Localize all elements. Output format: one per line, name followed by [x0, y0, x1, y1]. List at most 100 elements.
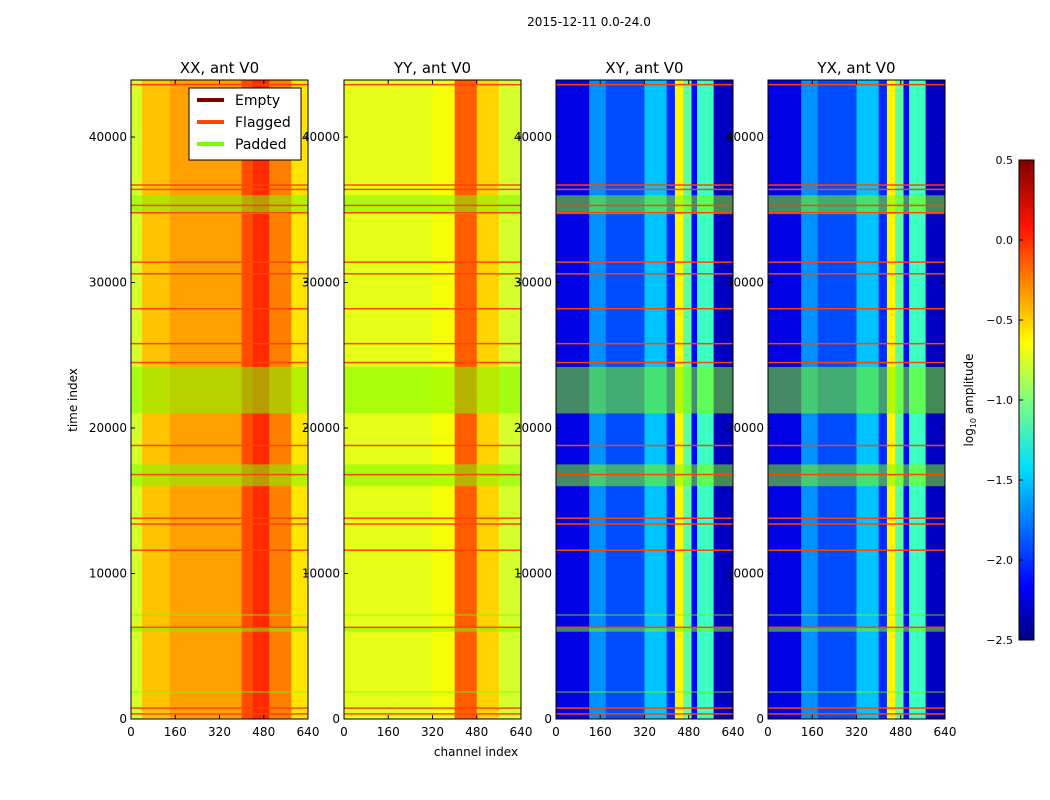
x-tick-label: 480 — [465, 725, 488, 739]
padded-band — [556, 614, 733, 616]
panel-0: XX, ant V0 0 160 320 480 640 0 10000 20000 30000 4… — [89, 59, 320, 739]
flagged-line — [768, 549, 945, 551]
flagged-line — [131, 211, 308, 214]
flagged-line — [344, 444, 521, 447]
flagged-line — [131, 626, 308, 629]
y-tick-label: 0 — [119, 712, 127, 726]
flagged-line — [556, 83, 733, 86]
y-tick-label: 30000 — [302, 276, 340, 290]
flagged-line — [556, 342, 733, 345]
colorbar-tick-label: −0.5 — [986, 314, 1013, 327]
y-tick-label: 20000 — [514, 421, 552, 435]
flagged-line — [131, 188, 308, 191]
legend-label: Padded — [235, 137, 287, 153]
x-tick-label: 640 — [510, 725, 533, 739]
flagged-line — [344, 83, 521, 86]
x-tick-label: 640 — [934, 725, 957, 739]
x-tick-label: 480 — [677, 725, 700, 739]
y-tick-label: 30000 — [726, 276, 764, 290]
y-tick-label: 40000 — [302, 130, 340, 144]
flagged-line — [768, 83, 945, 86]
flagged-line — [131, 204, 308, 207]
flagged-line — [131, 307, 308, 310]
flagged-line — [344, 361, 521, 364]
y-tick-label: 20000 — [89, 421, 127, 435]
flagged-line — [768, 626, 945, 629]
flagged-line — [556, 273, 733, 275]
x-tick-label: 160 — [377, 725, 400, 739]
padded-band — [131, 691, 308, 693]
flagged-line — [556, 204, 733, 207]
flagged-line — [131, 517, 308, 519]
flagged-line — [556, 523, 733, 525]
panel-1: YY, ant V0 0 160 320 480 640 0 10000 20000 30000 4… — [302, 59, 533, 739]
x-tick-label: 160 — [589, 725, 612, 739]
colorbar-label: log10 amplitude — [962, 354, 978, 447]
padded-band — [768, 691, 945, 693]
legend-label: Flagged — [235, 115, 291, 131]
flagged-line — [131, 83, 308, 86]
flagged-line — [556, 473, 733, 476]
flagged-line — [768, 517, 945, 519]
y-tick-label: 0 — [756, 712, 764, 726]
flagged-line — [344, 204, 521, 207]
x-axis-label: channel index — [434, 745, 518, 759]
flagged-line — [131, 273, 308, 275]
flagged-line — [131, 342, 308, 345]
y-tick-label: 40000 — [726, 130, 764, 144]
flagged-line — [768, 523, 945, 525]
padded-band — [768, 366, 945, 414]
padded-band — [344, 691, 521, 693]
flagged-line — [556, 517, 733, 519]
x-tick-label: 0 — [764, 725, 772, 739]
flagged-line — [768, 707, 945, 709]
flagged-line — [768, 273, 945, 275]
y-tick-label: 10000 — [726, 567, 764, 581]
x-tick-label: 640 — [722, 725, 745, 739]
colorbar-tick-label: −2.5 — [986, 634, 1013, 647]
flagged-line — [556, 549, 733, 551]
flagged-line — [556, 361, 733, 364]
padded-band — [131, 627, 308, 632]
x-tick-label: 320 — [208, 725, 231, 739]
y-tick-label: 40000 — [89, 130, 127, 144]
padded-band — [344, 366, 521, 414]
flagged-line — [131, 261, 308, 263]
y-tick-label: 10000 — [89, 567, 127, 581]
padded-band — [131, 614, 308, 616]
x-tick-label: 480 — [889, 725, 912, 739]
panel-2: XY, ant V0 0 160 320 480 640 0 10000 20000 30000 4… — [514, 59, 745, 739]
y-axis-label: time index — [66, 368, 80, 432]
flagged-line — [556, 261, 733, 263]
padded-band — [344, 614, 521, 616]
flagged-line — [131, 473, 308, 476]
flagged-line — [556, 211, 733, 214]
flagged-line — [344, 184, 521, 186]
colorbar-tick-label: 0.5 — [996, 154, 1014, 167]
flagged-line — [768, 188, 945, 191]
y-tick-label: 20000 — [726, 421, 764, 435]
flagged-line — [131, 549, 308, 551]
flagged-line — [344, 273, 521, 275]
padded-band — [344, 627, 521, 632]
flagged-line — [556, 444, 733, 447]
flagged-line — [768, 204, 945, 207]
padded-band — [768, 614, 945, 616]
padded-band — [556, 366, 733, 414]
y-tick-label: 10000 — [302, 567, 340, 581]
x-tick-label: 640 — [297, 725, 320, 739]
y-tick-label: 30000 — [89, 276, 127, 290]
legend: Empty Flagged Padded — [188, 87, 302, 161]
flagged-line — [344, 342, 521, 345]
flagged-line — [556, 707, 733, 709]
flagged-line — [556, 626, 733, 629]
flagged-line — [768, 307, 945, 310]
panel-title: YY, ant V0 — [393, 59, 471, 77]
x-tick-label: 160 — [801, 725, 824, 739]
colorbar-tick-label: −1.0 — [986, 394, 1013, 407]
padded-band — [768, 627, 945, 632]
flagged-line — [344, 713, 521, 715]
x-tick-label: 160 — [164, 725, 187, 739]
flagged-line — [344, 626, 521, 629]
